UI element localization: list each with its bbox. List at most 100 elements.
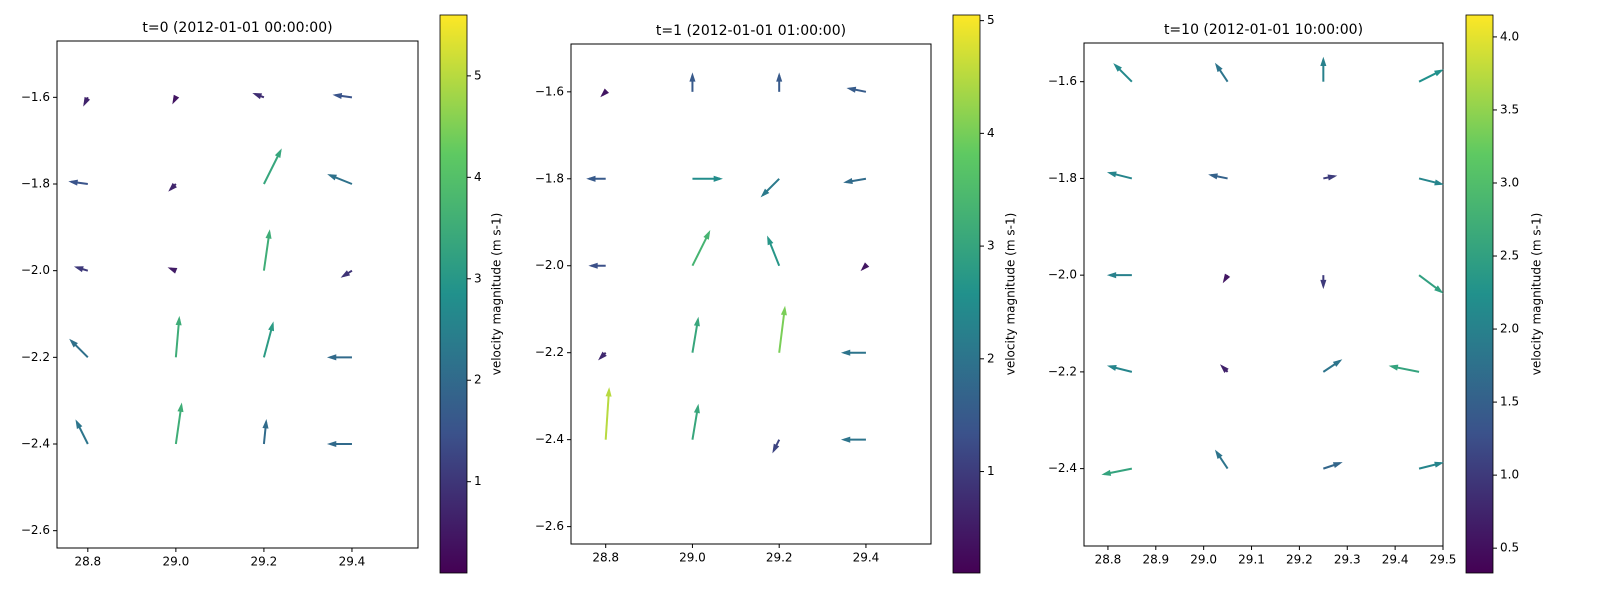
velocity-arrow	[760, 178, 780, 198]
velocity-arrow	[1418, 69, 1444, 83]
velocity-arrow	[778, 305, 787, 353]
velocity-arrow	[262, 229, 272, 271]
colorbar	[1465, 14, 1494, 574]
velocity-arrow	[691, 316, 700, 353]
arrow-head	[860, 262, 870, 272]
velocity-arrow	[168, 182, 177, 192]
colorbar	[952, 14, 981, 574]
arrow-shaft	[262, 232, 271, 271]
velocity-arrow	[1322, 359, 1343, 373]
arrow-shaft	[604, 390, 610, 440]
velocity-arrow	[1106, 171, 1133, 180]
colorbar-tick-label: 1	[987, 464, 995, 478]
arrow-head	[1388, 364, 1399, 371]
panel-title: t=10 (2012-01-01 10:00:00)	[1164, 22, 1363, 38]
velocity-arrow	[68, 179, 88, 186]
velocity-arrow	[1320, 56, 1327, 82]
y-tick-label: −2.4	[21, 437, 50, 451]
arrow-head	[846, 86, 857, 93]
velocity-arrow	[172, 94, 180, 105]
colorbar-tick-label: 4	[474, 170, 482, 184]
velocity-arrow	[332, 92, 353, 99]
velocity-arrow	[1214, 449, 1229, 470]
colorbar-tick-label: 1.5	[1500, 395, 1519, 409]
arrow-head	[1106, 364, 1117, 371]
colorbar-tick-label: 4.0	[1500, 29, 1519, 43]
velocity-arrow	[843, 177, 867, 185]
arrow-head	[713, 175, 723, 182]
y-tick-label: −1.6	[21, 90, 50, 104]
x-tick-label: 28.8	[74, 555, 101, 569]
velocity-arrow	[1101, 467, 1133, 476]
colorbar-tick-label: 1.0	[1500, 468, 1519, 482]
arrow-head	[172, 94, 180, 105]
velocity-arrow	[263, 148, 282, 185]
x-tick-label: 29.4	[1382, 553, 1409, 567]
velocity-arrow	[840, 349, 866, 356]
velocity-arrow	[73, 266, 89, 273]
colorbar-tick-label: 3.5	[1500, 102, 1519, 116]
arrow-head	[1434, 69, 1444, 77]
arrow-head	[1332, 462, 1343, 468]
vectors	[1101, 56, 1444, 476]
arrow-head	[68, 179, 78, 186]
axes-frame	[56, 40, 419, 549]
velocity-arrow	[692, 175, 723, 182]
y-tick-label: −2.4	[1048, 461, 1077, 475]
velocity-arrow	[262, 419, 269, 445]
x-tick-label: 29.2	[1286, 553, 1313, 567]
colorbar	[439, 14, 468, 574]
velocity-arrow	[691, 403, 700, 440]
velocity-arrow	[604, 387, 612, 440]
arrow-head	[1219, 364, 1229, 373]
panel-title: t=0 (2012-01-01 00:00:00)	[142, 20, 332, 36]
velocity-arrow	[327, 174, 353, 185]
axes-frame	[1083, 42, 1444, 547]
arrow-shaft	[778, 308, 786, 353]
arrow-head	[75, 419, 83, 429]
arrow-head	[843, 178, 853, 185]
arrow-head	[1106, 171, 1117, 178]
arrow-head	[1214, 449, 1223, 460]
y-tick-label: −2.0	[1048, 268, 1077, 282]
velocity-arrow	[262, 321, 275, 358]
y-tick-label: −2.2	[535, 345, 564, 359]
x-tick-label: 29.3	[1334, 553, 1361, 567]
arrow-head	[1320, 279, 1327, 290]
arrow-head	[268, 321, 275, 332]
arrow-head	[83, 96, 91, 107]
velocity-arrow	[1418, 461, 1444, 470]
velocity-arrow	[1106, 272, 1132, 279]
arrow-head	[772, 443, 780, 454]
arrow-head	[840, 436, 851, 443]
velocity-arrow	[588, 262, 606, 269]
arrow-head	[69, 338, 78, 348]
arrow-head	[693, 403, 700, 414]
arrow-head	[703, 230, 711, 240]
arrow-head	[1434, 179, 1444, 186]
arrow-head	[1101, 469, 1112, 476]
colorbar-label: velocity magnitude (m s-1)	[490, 213, 504, 376]
arrow-head	[175, 315, 182, 326]
x-tick-label: 28.9	[1142, 553, 1169, 567]
arrow-head	[840, 349, 851, 356]
arrow-head	[780, 305, 787, 316]
velocity-arrow	[1418, 177, 1444, 186]
velocity-arrow	[689, 72, 696, 92]
colorbar-tick-label: 0.5	[1500, 541, 1519, 555]
arrow-head	[776, 72, 783, 82]
y-tick-label: −1.6	[535, 84, 564, 98]
y-tick-label: −2.2	[1048, 364, 1077, 378]
y-tick-label: −1.8	[1048, 171, 1077, 185]
velocity-arrow	[167, 267, 178, 274]
panel-title: t=1 (2012-01-01 01:00:00)	[656, 23, 846, 39]
x-tick-label: 28.8	[1095, 553, 1122, 567]
x-tick-label: 29.1	[1238, 553, 1265, 567]
arrow-head	[1106, 272, 1117, 279]
colorbar-label: velocity magnitude (m s-1)	[1004, 213, 1018, 376]
y-tick-label: −2.0	[21, 263, 50, 277]
velocity-arrow	[1323, 462, 1343, 470]
velocity-arrow	[1214, 62, 1229, 83]
